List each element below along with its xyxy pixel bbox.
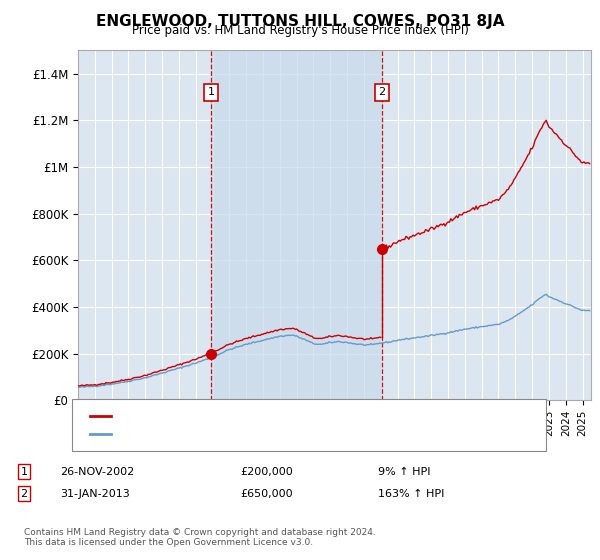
Text: ENGLEWOOD, TUTTONS HILL, COWES, PO31 8JA: ENGLEWOOD, TUTTONS HILL, COWES, PO31 8JA <box>96 14 504 29</box>
Text: 1: 1 <box>208 87 214 97</box>
Bar <box>211 50 382 400</box>
Text: 26-NOV-2002: 26-NOV-2002 <box>60 466 134 477</box>
Text: 9% ↑ HPI: 9% ↑ HPI <box>378 466 431 477</box>
Text: £200,000: £200,000 <box>240 466 293 477</box>
Text: 163% ↑ HPI: 163% ↑ HPI <box>378 489 445 499</box>
Text: Contains HM Land Registry data © Crown copyright and database right 2024.
This d: Contains HM Land Registry data © Crown c… <box>24 528 376 547</box>
Text: ENGLEWOOD, TUTTONS HILL, COWES, PO31 8JA (detached house): ENGLEWOOD, TUTTONS HILL, COWES, PO31 8JA… <box>115 411 478 421</box>
Text: 1: 1 <box>20 466 28 477</box>
Text: Price paid vs. HM Land Registry's House Price Index (HPI): Price paid vs. HM Land Registry's House … <box>131 24 469 36</box>
Text: 2: 2 <box>20 489 28 499</box>
Text: £650,000: £650,000 <box>240 489 293 499</box>
Text: HPI: Average price, detached house, Isle of Wight: HPI: Average price, detached house, Isle… <box>115 429 386 439</box>
Text: 31-JAN-2013: 31-JAN-2013 <box>60 489 130 499</box>
Text: 2: 2 <box>379 87 386 97</box>
